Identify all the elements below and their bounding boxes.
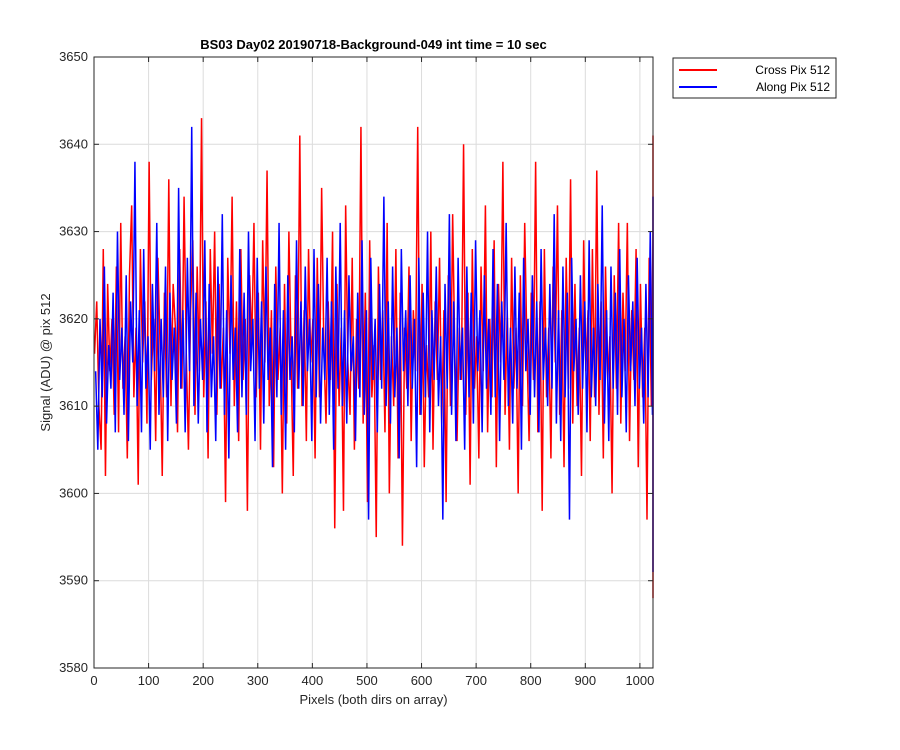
axes-box [93,56,654,669]
y-axis-label: Signal (ADU) @ pix 512 [38,293,53,431]
y-tick-label: 3630 [59,224,88,239]
legend-label: Along Pix 512 [756,80,830,94]
x-tick-label: 1000 [625,673,654,688]
y-tick-label: 3610 [59,398,88,413]
x-tick-label: 700 [465,673,487,688]
legend-label: Cross Pix 512 [755,63,830,77]
x-tick-label: 500 [356,673,378,688]
y-tick-label: 3620 [59,311,88,326]
ticks: 0 100 200 300 400 500 600 700 800 900 1000 3580 3590… [59,49,654,688]
x-tick-label: 400 [302,673,324,688]
y-tick-label: 3600 [59,485,88,500]
y-tick-label: 3650 [59,49,88,64]
y-tick-label: 3580 [59,660,88,675]
x-tick-label: 800 [520,673,542,688]
x-tick-label: 300 [247,673,269,688]
x-tick-label: 200 [192,673,214,688]
legend-box [672,57,837,99]
x-tick-label: 100 [138,673,160,688]
x-axis-label: Pixels (both dirs on array) [299,692,447,707]
y-tick-label: 3640 [59,136,88,151]
legend: Cross Pix 512 Along Pix 512 [672,57,837,99]
x-tick-label: 600 [411,673,433,688]
chart-title: BS03 Day02 20190718-Background-049 int t… [200,37,547,52]
x-tick-label: 900 [574,673,596,688]
x-tick-label: 0 [90,673,97,688]
y-tick-label: 3590 [59,573,88,588]
